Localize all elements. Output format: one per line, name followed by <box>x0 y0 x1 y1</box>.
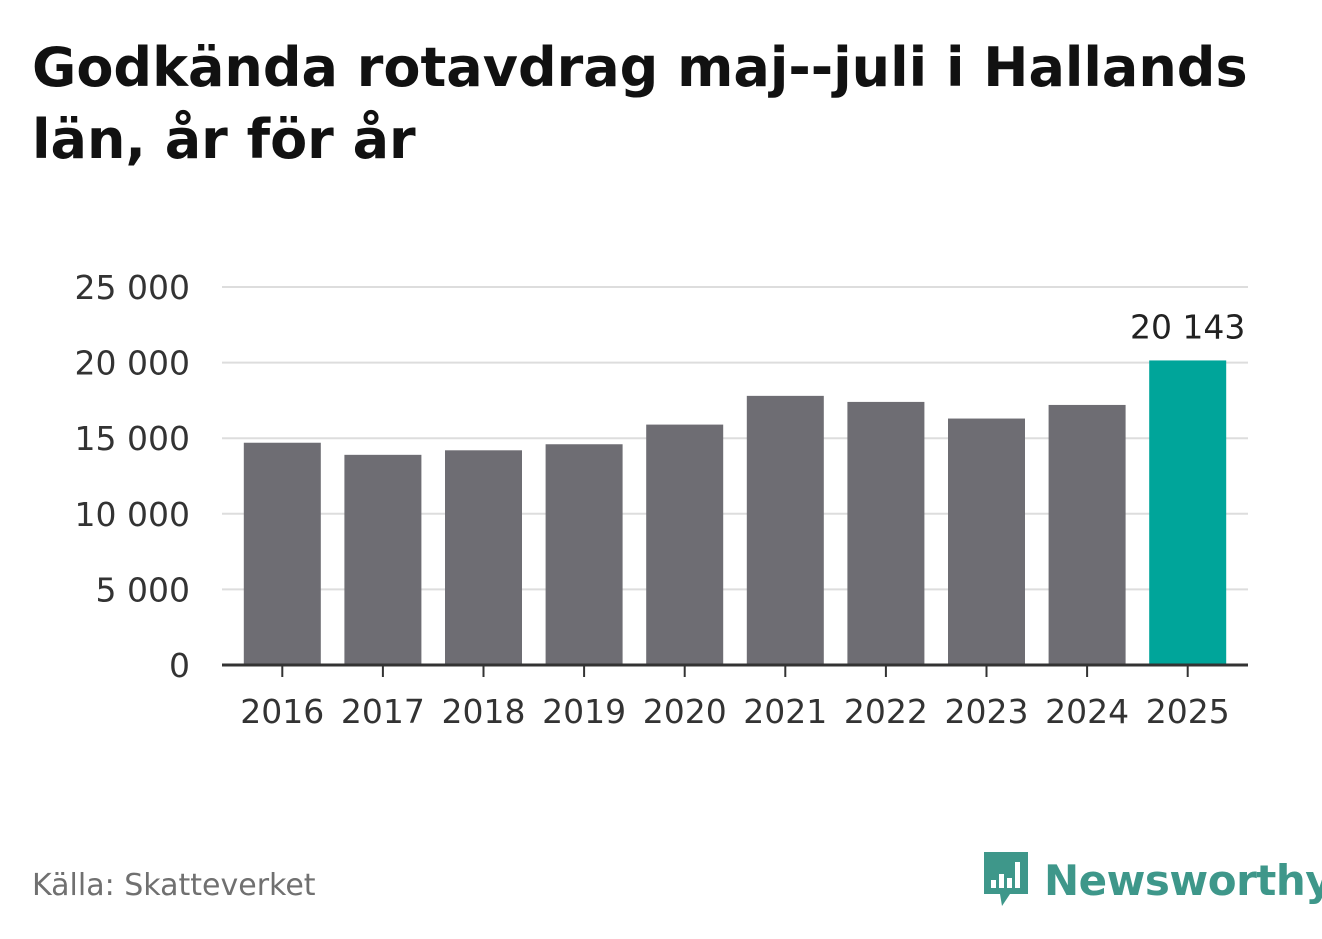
bar-2022 <box>847 401 925 665</box>
bar-2017 <box>344 454 422 665</box>
x-tick-label: 2018 <box>442 692 526 731</box>
x-tick-label: 2023 <box>945 692 1029 731</box>
x-tick-labels: 2016 2017 2018 2019 2020 2021 2022 2023 2024 2025 <box>240 692 1229 731</box>
bar-2023 <box>948 418 1025 665</box>
source-note: Källa: Skatteverket <box>32 868 316 903</box>
x-axis <box>222 663 1248 677</box>
y-tick-label: 25 000 <box>75 268 190 307</box>
y-tick-label: 5 000 <box>96 570 190 609</box>
x-tick-label: 2025 <box>1146 692 1230 731</box>
x-tick-label: 2024 <box>1045 692 1129 731</box>
x-tick-label: 2021 <box>743 692 827 731</box>
x-tick-label: 2022 <box>844 692 928 731</box>
x-tick-label: 2019 <box>542 692 626 731</box>
brand-logo: Newsworthy <box>980 848 1322 912</box>
bar-2020 <box>646 424 724 665</box>
x-tick-label: 2016 <box>240 692 324 731</box>
bar-2021 <box>746 395 824 665</box>
y-tick-labels: 0 5 000 10 000 15 000 20 000 25 000 <box>75 268 190 685</box>
bar-2024 <box>1048 404 1126 665</box>
bars <box>243 360 1227 665</box>
bar-2025 <box>1149 360 1227 665</box>
y-tick-label: 15 000 <box>75 419 190 458</box>
bar-2019 <box>545 444 623 665</box>
data-labels: 20 143 <box>1130 307 1245 346</box>
bar-2016 <box>243 442 321 665</box>
x-tick-label: 2020 <box>643 692 727 731</box>
y-tick-label: 20 000 <box>75 344 190 383</box>
x-tick-label: 2017 <box>341 692 425 731</box>
brand-name: Newsworthy <box>1044 855 1322 905</box>
bar-2018 <box>445 450 522 665</box>
newsworthy-logo-icon <box>984 852 1028 906</box>
chart-title: Godkända rotavdrag maj--juli i Hallands … <box>32 36 1248 171</box>
data-label: 20 143 <box>1130 307 1245 346</box>
y-tick-label: 0 <box>169 646 190 685</box>
y-tick-label: 10 000 <box>75 495 190 534</box>
